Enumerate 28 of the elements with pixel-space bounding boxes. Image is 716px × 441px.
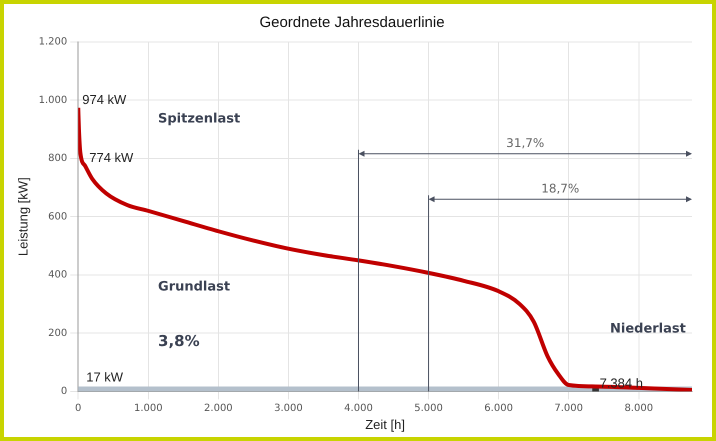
y-tick-label: 1.000 bbox=[38, 94, 68, 106]
x-tick-label: 7.000 bbox=[554, 402, 584, 414]
y-tick-label: 0 bbox=[60, 386, 68, 397]
x-tick-label: 1.000 bbox=[134, 402, 163, 414]
annotation: Niederlast bbox=[610, 321, 686, 336]
y-tick-label: 400 bbox=[48, 270, 68, 281]
annotation: 18,7% bbox=[541, 181, 580, 196]
annotation: 3,8% bbox=[158, 332, 200, 350]
x-tick-label: 0 bbox=[75, 402, 82, 414]
annotation: 31,7% bbox=[506, 136, 544, 150]
x-tick-label: 4.000 bbox=[344, 402, 373, 414]
y-tick-label: 1.200 bbox=[38, 36, 68, 48]
x-tick-label: 3.000 bbox=[274, 402, 303, 414]
y-tick-label: 200 bbox=[48, 328, 68, 339]
chart-title: Geordnete Jahresdauerlinie bbox=[259, 14, 445, 32]
x-axis-title: Zeit [h] bbox=[365, 416, 405, 432]
x-tick-label: 2.000 bbox=[204, 402, 233, 414]
y-tick-label: 800 bbox=[48, 153, 68, 164]
band-label: 17 kW bbox=[86, 370, 124, 385]
annotation: 974 kW bbox=[82, 92, 128, 107]
y-tick-label: 600 bbox=[48, 211, 68, 222]
y-axis-title: Leistung [kW] bbox=[15, 177, 30, 256]
x-tick-label: 6.000 bbox=[484, 402, 513, 414]
annotation: 774 kW bbox=[89, 150, 134, 166]
x-tick-label: 5.000 bbox=[414, 402, 443, 414]
annotation: Grundlast bbox=[158, 279, 230, 294]
annotation: Spitzenlast bbox=[158, 112, 240, 127]
x-tick-label: 8.000 bbox=[624, 402, 654, 414]
